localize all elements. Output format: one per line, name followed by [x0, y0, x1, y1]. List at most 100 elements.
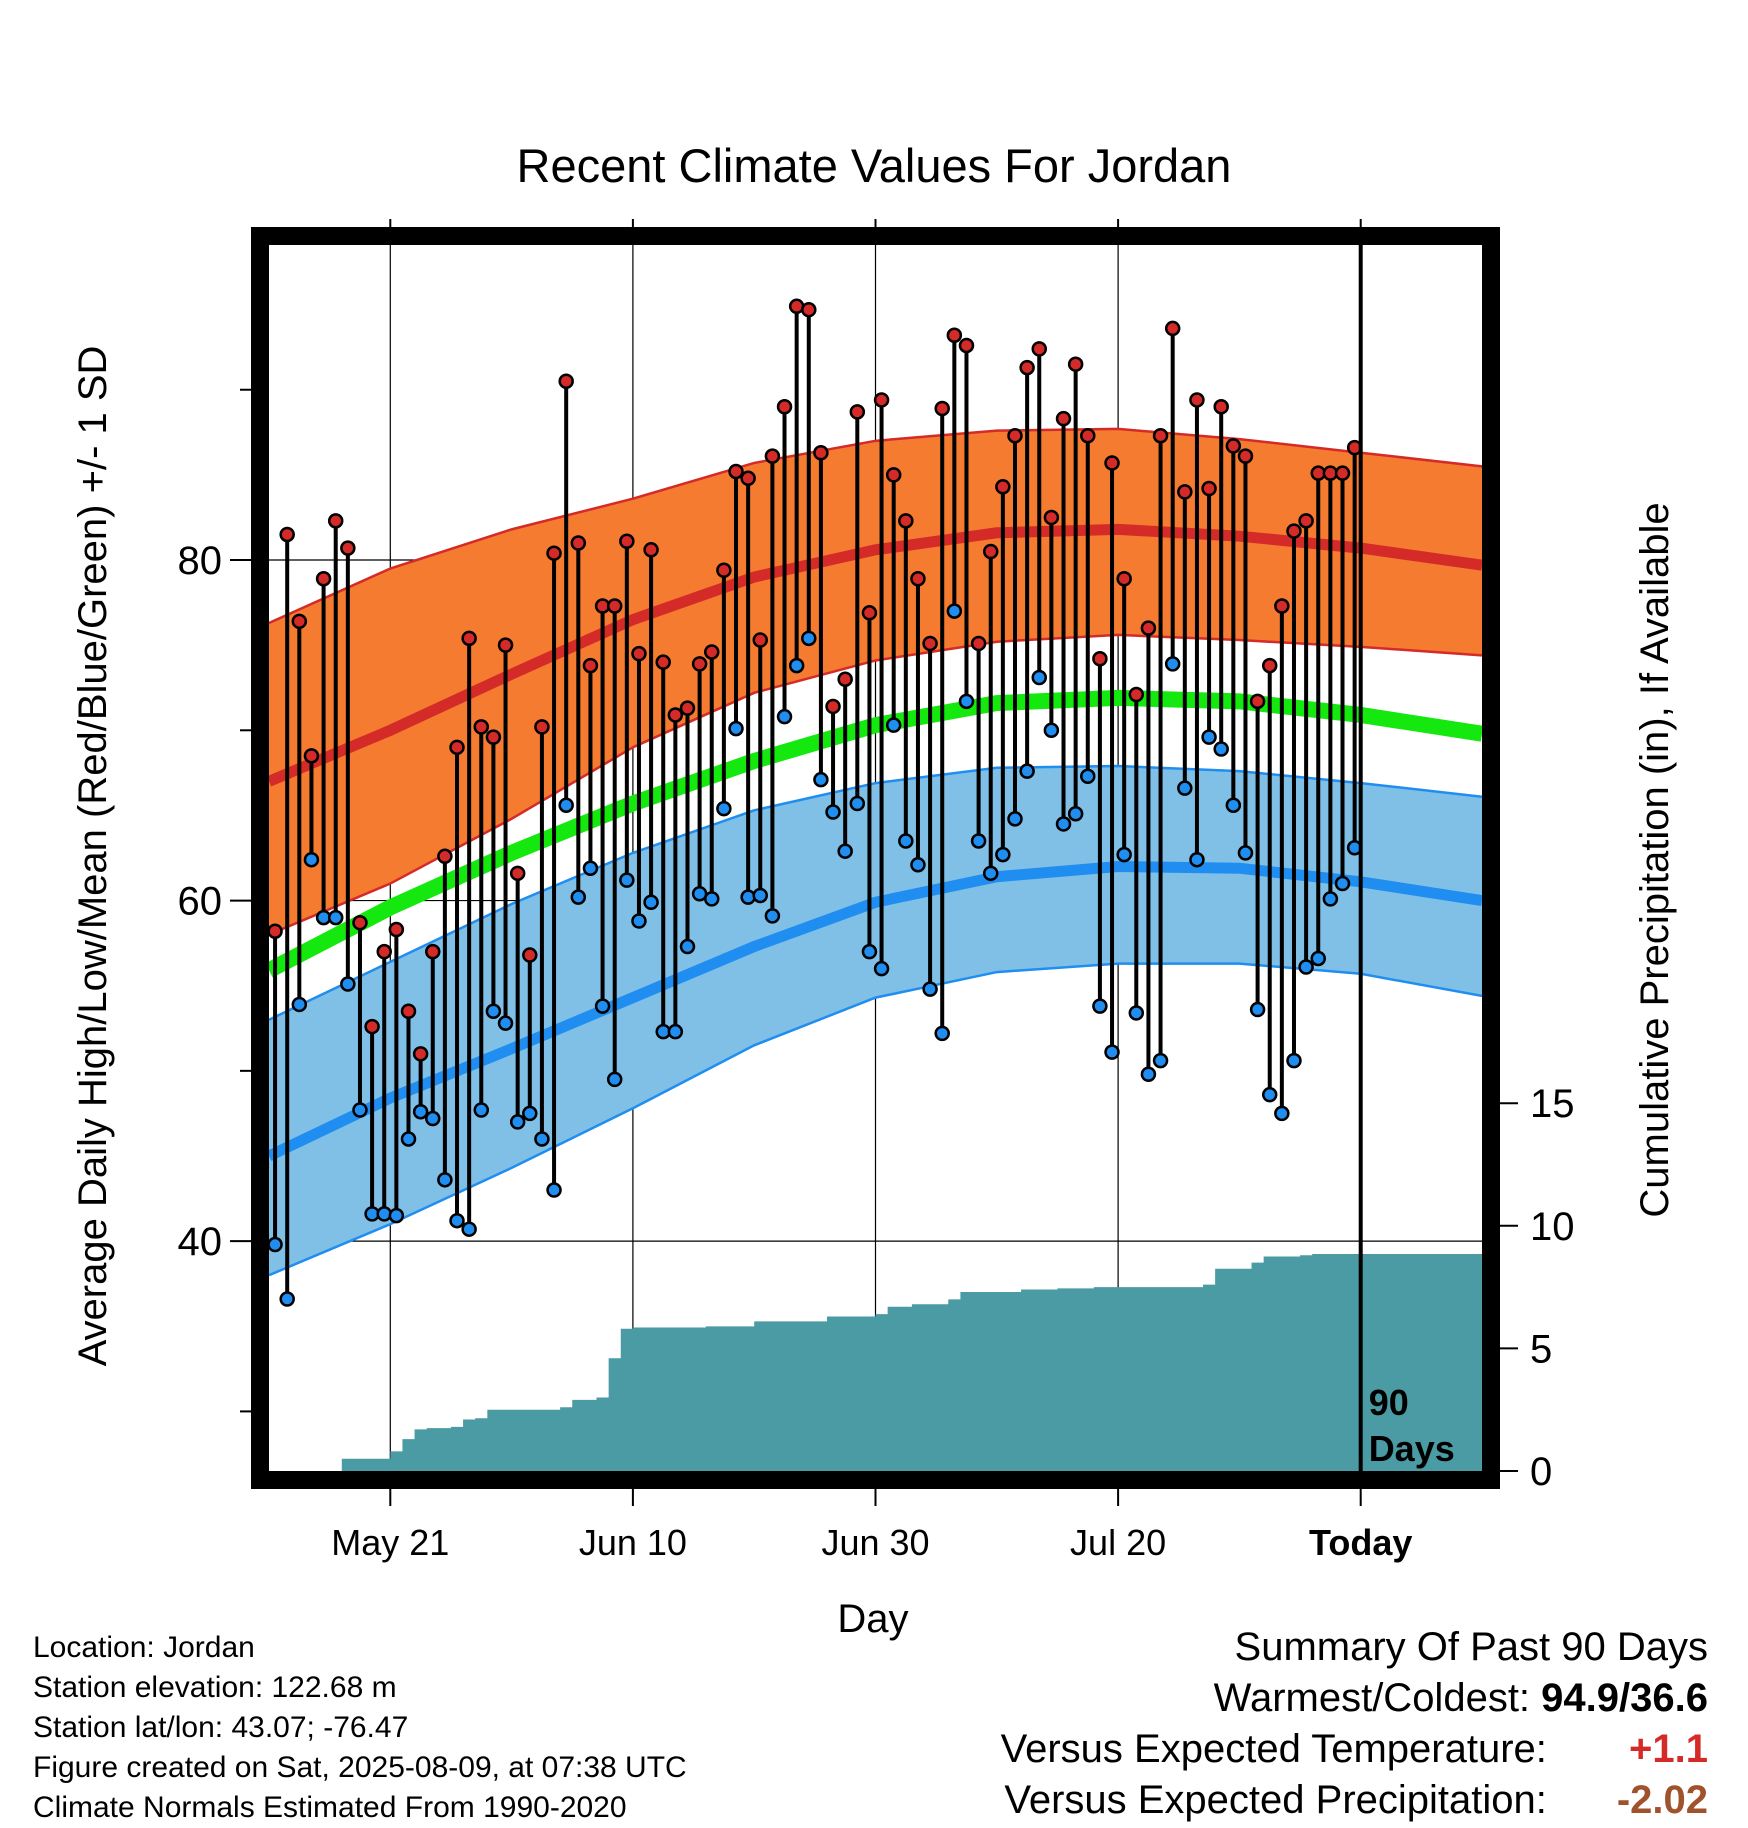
daily-low-point [679, 938, 696, 955]
daily-high-point [279, 526, 295, 543]
daily-low-point [1237, 845, 1254, 861]
daily-low-point [412, 1103, 429, 1120]
daily-low-point [1043, 722, 1060, 739]
daily-high-point [303, 748, 320, 764]
daily-high-point [716, 562, 732, 578]
daily-low-point [716, 800, 732, 817]
location-text: Location: Jordan [33, 1631, 255, 1664]
daily-low-point [752, 887, 769, 904]
daily-high-point [970, 635, 987, 652]
daily-low-point [970, 833, 987, 849]
daily-low-point [352, 1102, 368, 1118]
y-axis-label: Average Daily High/Low/Mean (Red/Blue/Gr… [71, 346, 115, 1367]
daily-high-point [327, 513, 344, 529]
daily-high-point [934, 400, 950, 417]
y-tick-label: 40 [178, 1220, 223, 1264]
daily-high-point [1298, 513, 1314, 529]
daily-high-point [1104, 455, 1120, 471]
daily-low-point [437, 1172, 453, 1188]
precip-value: -2.02 [1616, 1778, 1708, 1822]
daily-low-point [1225, 797, 1242, 813]
daily-high-point [898, 513, 914, 529]
daily-low-point [667, 1023, 684, 1040]
daily-high-point [776, 399, 793, 415]
daily-low-point [546, 1182, 562, 1198]
daily-low-point [740, 889, 756, 905]
daily-low-point [776, 708, 793, 725]
daily-high-point [752, 632, 769, 648]
daily-low-point [594, 998, 611, 1014]
daily-low-point [643, 894, 659, 911]
plot-frame [251, 227, 1500, 1489]
daily-low-point [1031, 669, 1048, 686]
daily-low-point [946, 603, 963, 619]
daily-low-point [1286, 1052, 1302, 1069]
x-tick-label: May 21 [331, 1522, 449, 1563]
daily-low-point [327, 909, 344, 926]
daily-high-point [873, 392, 890, 408]
daily-high-point [619, 533, 635, 550]
x-tick-label: Jun 10 [579, 1522, 687, 1563]
daily-low-point [1274, 1105, 1290, 1122]
summary-precip: Versus Expected Precipitation: -2.02 [1001, 1775, 1708, 1826]
daily-high-point [679, 700, 696, 716]
daily-high-point [1116, 570, 1132, 587]
daily-low-point [291, 996, 308, 1013]
daily-high-point [982, 543, 999, 560]
daily-high-point [400, 1003, 417, 1019]
high-sd-band [269, 428, 1482, 935]
daily-high-point [340, 540, 356, 556]
daily-low-point [303, 851, 320, 868]
daily-low-point [837, 843, 853, 859]
daily-low-point [473, 1102, 490, 1118]
daily-high-point [291, 613, 308, 630]
daily-high-point [388, 921, 405, 938]
daily-high-point [485, 729, 502, 745]
daily-high-point [1189, 392, 1205, 408]
daily-low-point [934, 1025, 950, 1042]
daily-high-point [352, 914, 368, 931]
daily-low-point [340, 976, 356, 992]
daily-low-point [1249, 1001, 1266, 1018]
daily-high-point [1225, 438, 1242, 454]
daily-low-point [1092, 998, 1108, 1014]
daily-high-point [449, 739, 465, 756]
daily-high-point [1031, 341, 1048, 357]
daily-high-point [643, 542, 659, 558]
daily-high-point [958, 337, 975, 354]
daily-low-point [570, 889, 587, 905]
daily-low-point [1080, 768, 1096, 785]
daily-low-point [813, 771, 829, 788]
daily-high-point [582, 657, 599, 674]
daily-high-point [267, 923, 283, 939]
daily-high-point [1237, 448, 1254, 464]
daily-low-point [849, 795, 866, 812]
daily-low-point [873, 960, 890, 977]
daily-high-point [728, 463, 744, 480]
daily-low-point [582, 860, 599, 876]
daily-low-point [910, 857, 926, 873]
today-days-label: Days [1369, 1428, 1455, 1469]
daily-low-point [1055, 816, 1072, 832]
daily-high-point [546, 545, 562, 561]
station-info: Location: Jordan Station elevation: 122.… [33, 1628, 687, 1828]
daily-high-point [1007, 427, 1023, 444]
daily-low-point [788, 657, 805, 674]
warm-cold-value: 94.9/36.6 [1541, 1676, 1708, 1720]
daily-low-point [1067, 805, 1084, 822]
daily-low-point [1261, 1086, 1278, 1103]
daily-low-point [1116, 846, 1132, 863]
high-minus-sd-line [269, 633, 1482, 936]
precip-label: Versus Expected Precipitation: [1004, 1778, 1547, 1822]
daily-low-point [1177, 780, 1193, 796]
x-tick-label: Today [1309, 1522, 1412, 1563]
latlon-text: Station lat/lon: 43.07; -76.47 [33, 1711, 409, 1744]
daily-high-point [1055, 410, 1072, 427]
daily-high-point [1128, 686, 1145, 703]
chart-title: Recent Climate Values For Jordan [517, 139, 1232, 192]
daily-low-point [267, 1236, 283, 1253]
normal-high-line [269, 523, 1482, 787]
plot-area: 90 Days 40 60 80 0 5 10 15 May 21 Jun 10 Jun 30 Jul … [178, 219, 1575, 1563]
daily-high-point [1092, 651, 1108, 667]
daily-low-point [522, 1105, 538, 1122]
